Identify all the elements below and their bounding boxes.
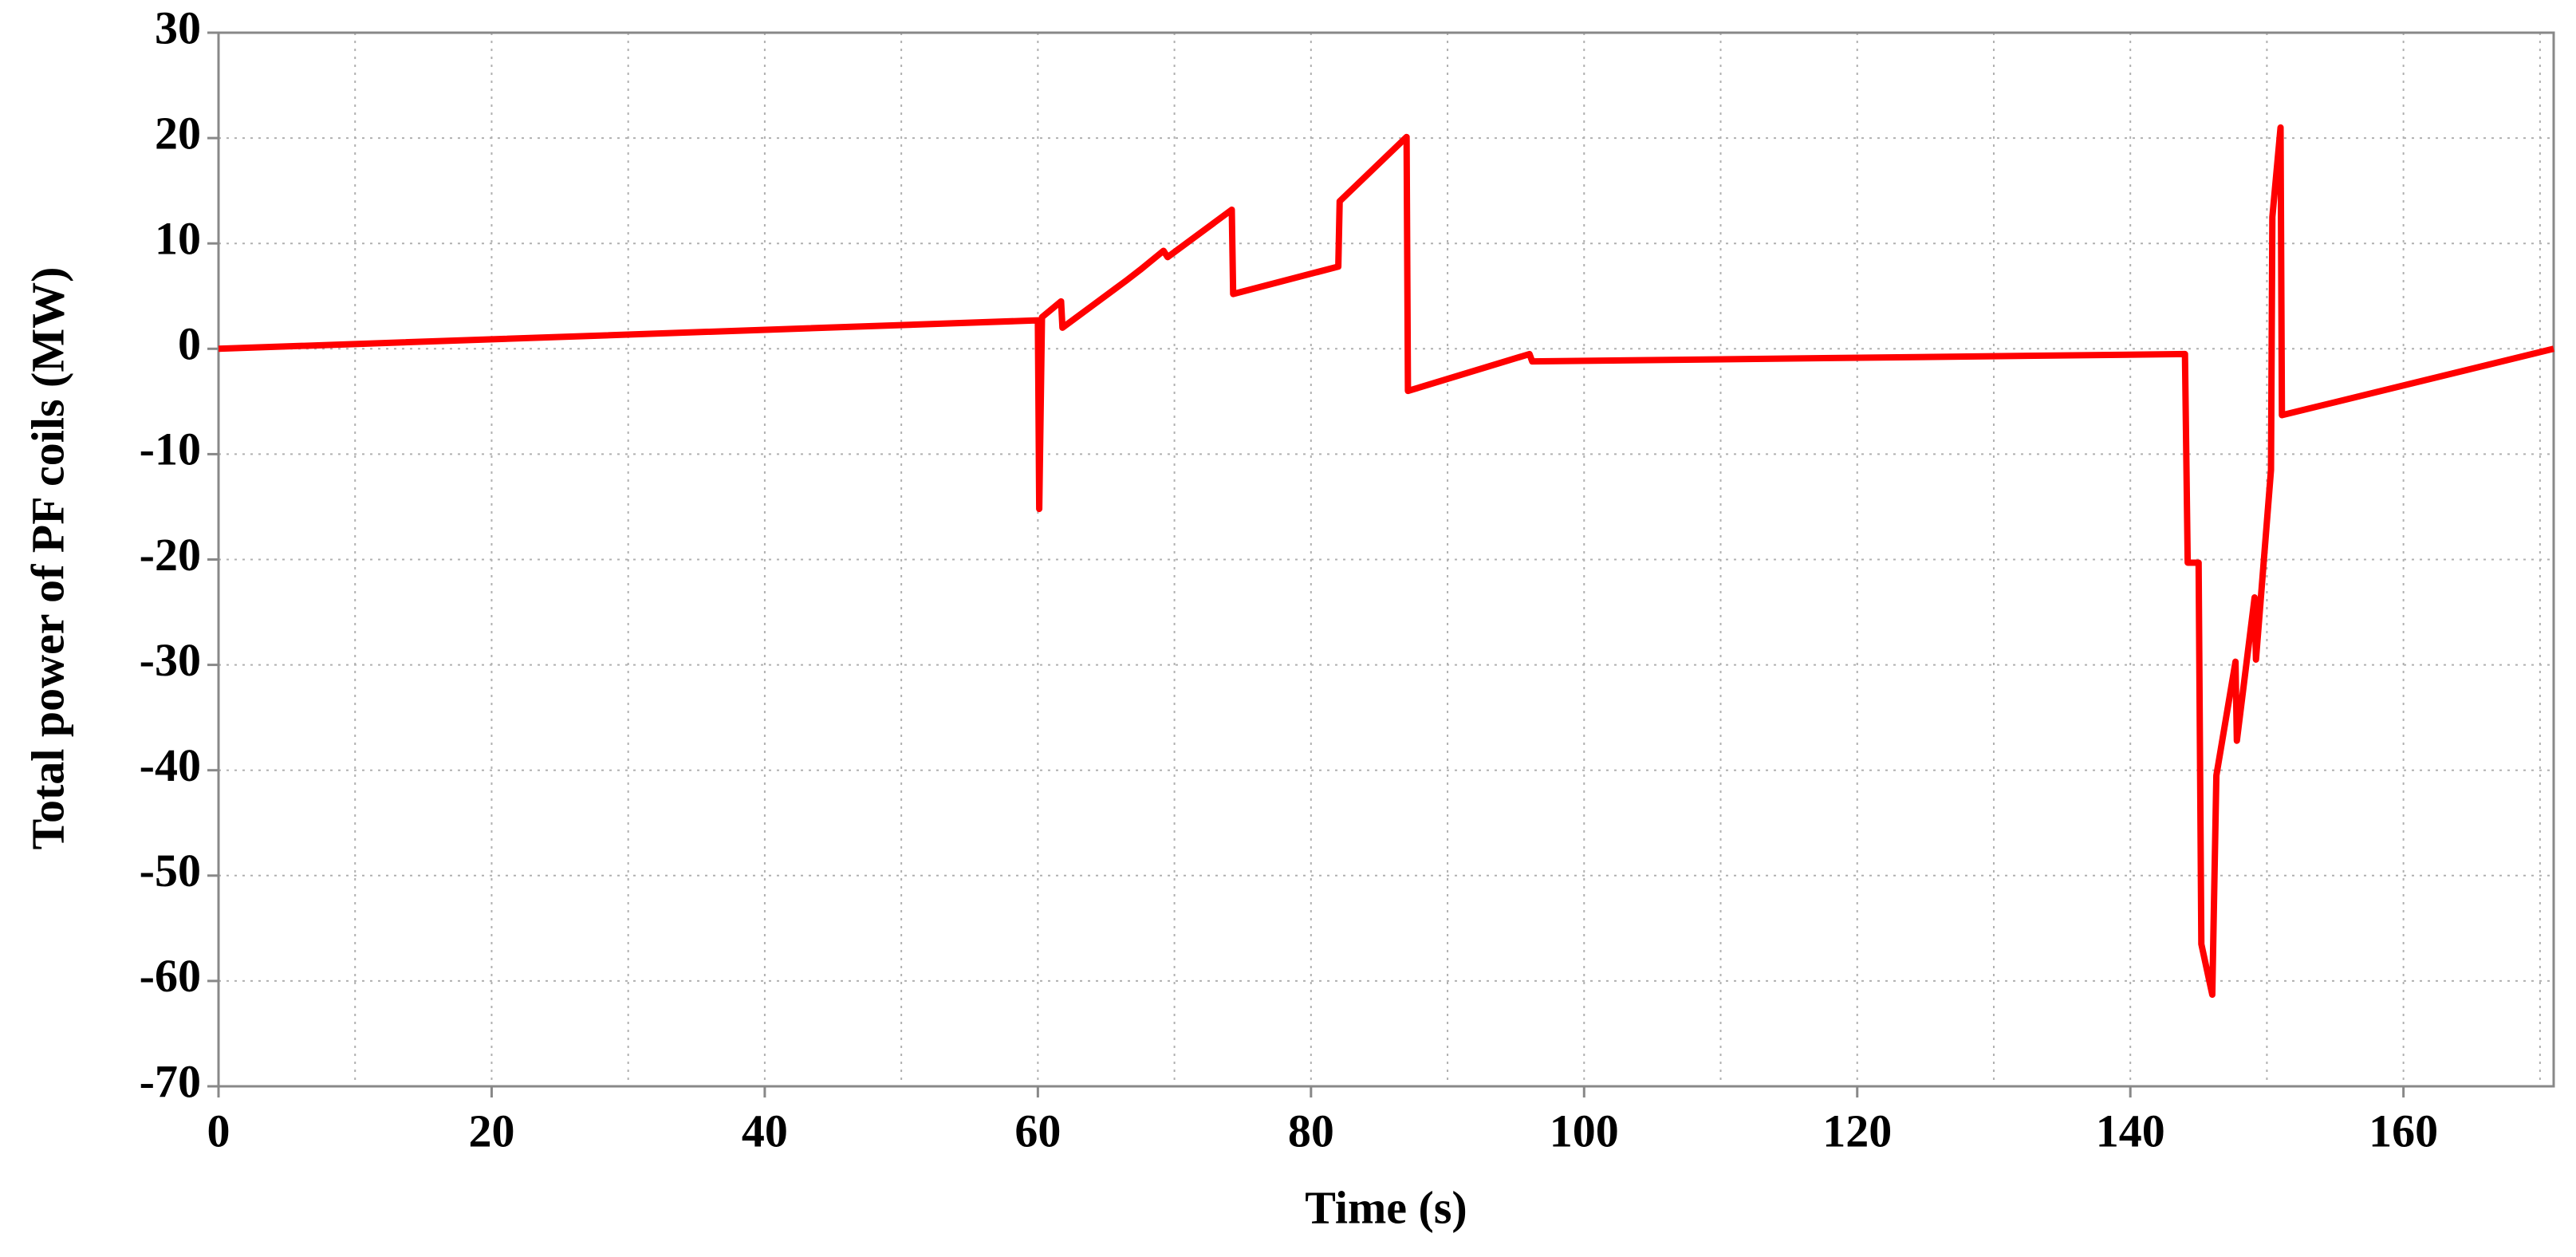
x-tick-label: 60 (1014, 1105, 1061, 1157)
y-tick-label: 10 (155, 213, 201, 265)
plot-frame (217, 31, 2555, 1088)
x-tick-label: 80 (1288, 1105, 1334, 1157)
y-axis-label: Total power of PF coils (MW) (22, 267, 73, 850)
y-tick-label: 0 (178, 318, 201, 370)
x-axis-label: Time (s) (1305, 1181, 1467, 1233)
y-tick-label: -20 (140, 529, 201, 581)
x-tick-label: 160 (2369, 1105, 2438, 1157)
x-tick-label: 140 (2096, 1105, 2165, 1157)
y-tick-label: -60 (140, 950, 201, 1002)
x-tick-label: 120 (1822, 1105, 1892, 1157)
y-tick-label: -30 (140, 634, 201, 686)
y-tick-label: -10 (140, 424, 201, 475)
y-tick-label: -50 (140, 845, 201, 896)
y-tick-label: 20 (155, 107, 201, 159)
y-tick-label: 30 (155, 2, 201, 53)
x-tick-label: 100 (1550, 1105, 1619, 1157)
x-tick-label: 20 (468, 1105, 514, 1157)
y-tick-label: -40 (140, 739, 201, 791)
x-tick-label: 0 (207, 1105, 230, 1157)
data-line (218, 124, 2554, 999)
y-tick-label: -70 (140, 1055, 201, 1107)
x-tick-label: 40 (742, 1105, 788, 1157)
